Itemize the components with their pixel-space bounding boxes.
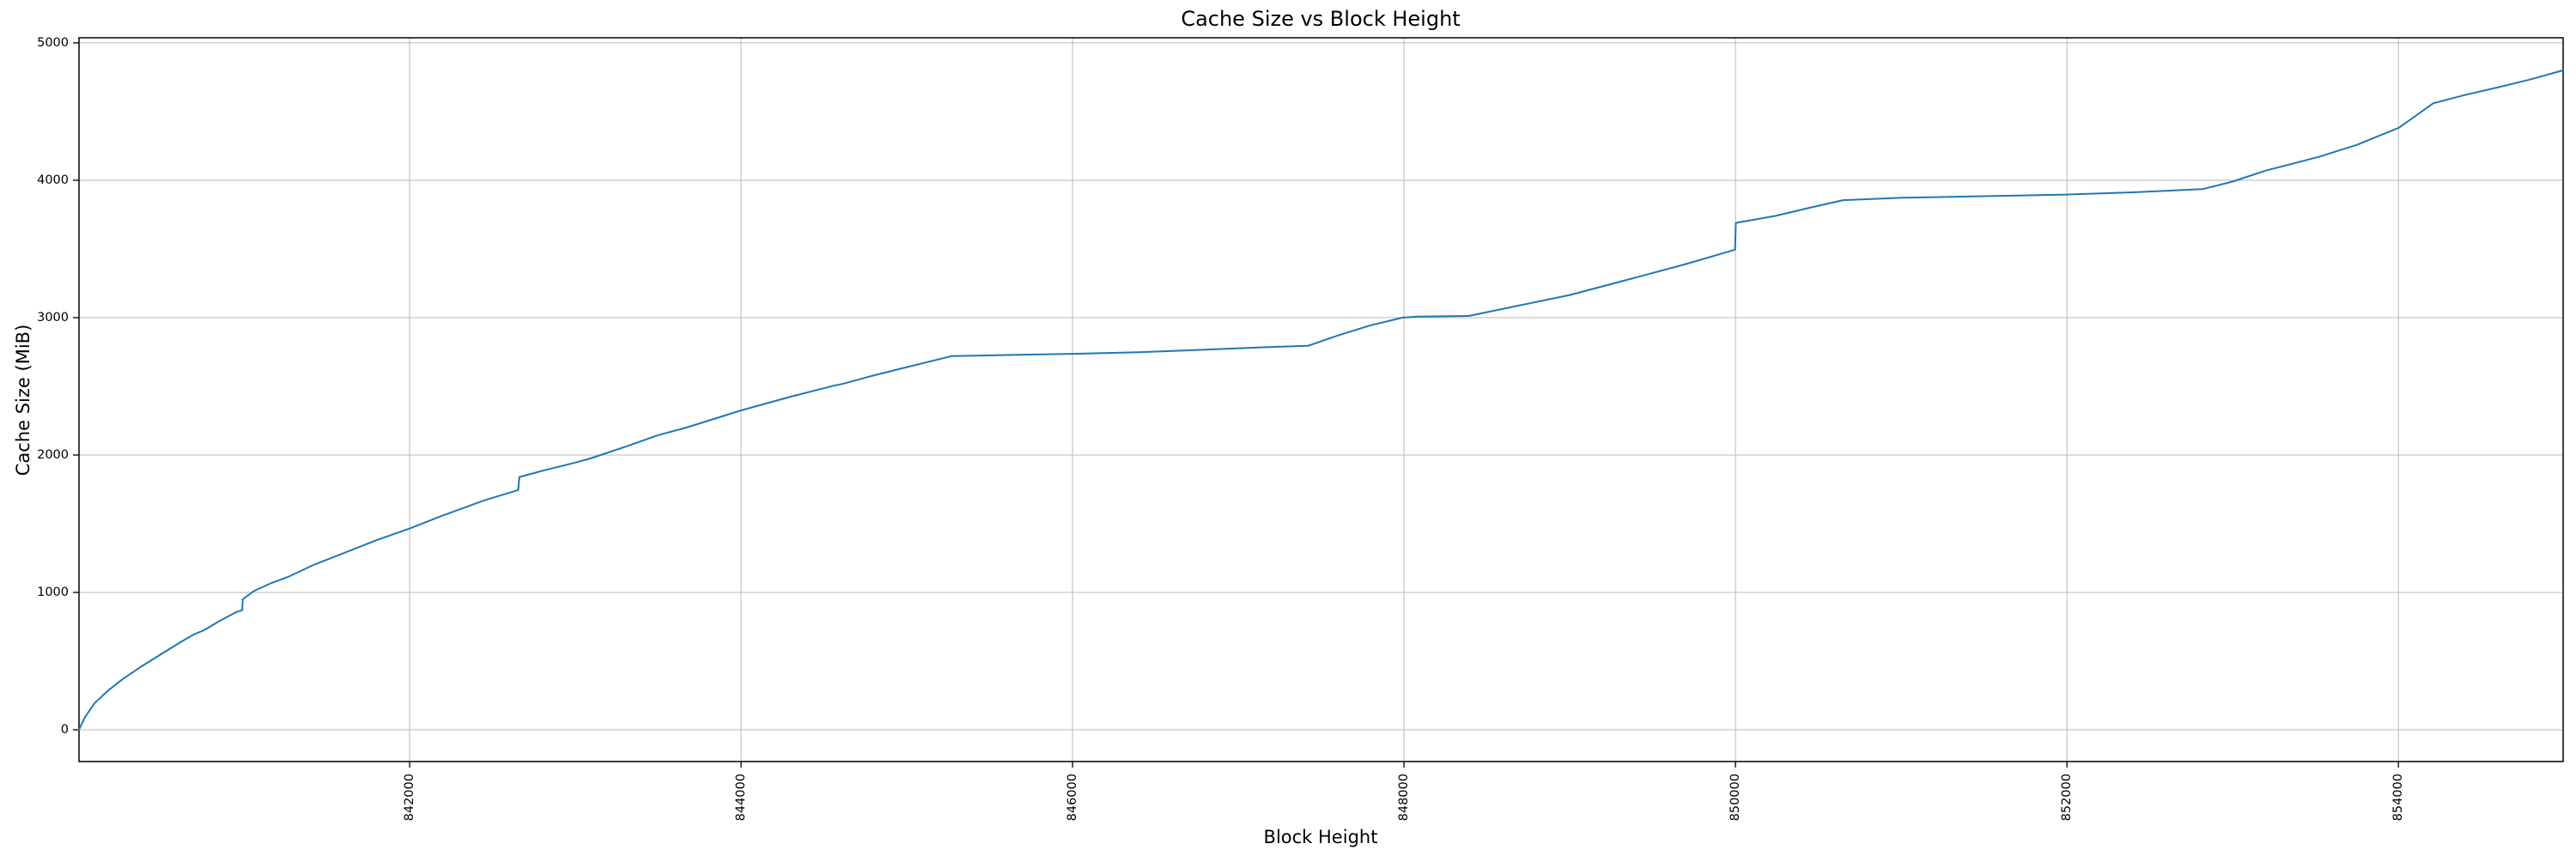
x-tick-label: 852000 [2060, 774, 2074, 821]
y-tick-label: 1000 [37, 586, 69, 599]
x-tick-label: 844000 [734, 774, 748, 821]
x-tick-label: 848000 [1397, 774, 1411, 821]
tick-labels: 842000 844000 846000 848000 850000 852000 8540… [37, 36, 2405, 821]
y-tick-label: 0 [61, 723, 69, 737]
data-series [78, 69, 2564, 731]
x-tick-label: 854000 [2391, 774, 2405, 821]
x-tick-label: 846000 [1066, 774, 1079, 821]
y-tick-label: 5000 [37, 36, 69, 50]
series-line-cache-size [78, 69, 2564, 731]
x-axis-label: Block Height [1264, 827, 1378, 847]
x-tick-label: 842000 [403, 774, 416, 821]
y-tick-label: 2000 [37, 448, 69, 462]
y-tick-label: 4000 [37, 173, 69, 187]
tick-marks [73, 42, 2399, 768]
plot-border [78, 37, 2564, 762]
y-axis-label: Cache Size (MiB) [13, 325, 33, 477]
y-tick-label: 3000 [37, 311, 69, 325]
chart-title: Cache Size vs Block Height [1181, 7, 1460, 31]
grid-lines [79, 38, 2563, 762]
x-tick-label: 850000 [1728, 774, 1742, 821]
